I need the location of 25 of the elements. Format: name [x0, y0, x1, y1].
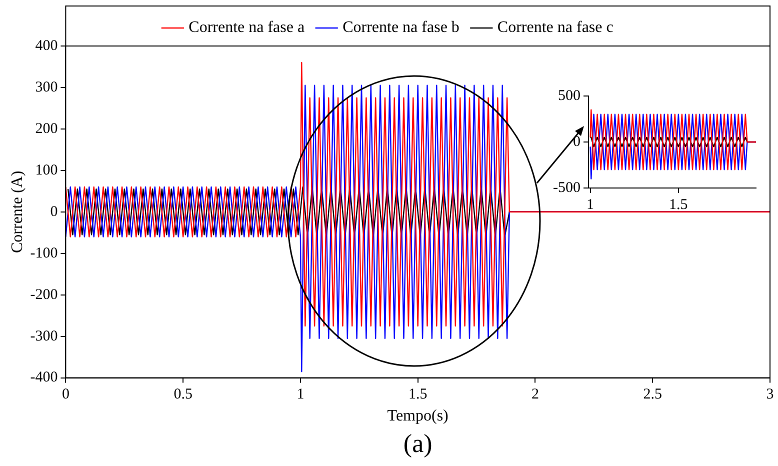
x-tick-label: 2.5 [643, 386, 662, 403]
legend-label: Corrente na fase a [188, 19, 305, 36]
x-tick-label: 0.5 [174, 386, 192, 403]
y-tick-label: 100 [35, 162, 58, 178]
x-tick-label: 1 [586, 196, 594, 213]
y-tick-label: -500 [552, 180, 580, 196]
y-tick-label: 200 [35, 120, 58, 137]
text: (a) [403, 428, 432, 458]
y-tick-label: -200 [30, 286, 58, 303]
y-axis-title: Corrente (A) [8, 170, 26, 253]
x-tick-label: 1.5 [408, 386, 428, 403]
y-tick-label: 300 [35, 79, 58, 96]
legend-label: Corrente na fase b [342, 19, 460, 36]
x-tick-label: 3 [766, 386, 774, 403]
legend-label: Corrente na fase c [497, 19, 614, 36]
x-tick-label: 0 [62, 386, 70, 403]
x-axis-title: Tempo(s) [387, 408, 448, 425]
x-tick-label: 1.5 [669, 196, 688, 213]
y-tick-label: -300 [30, 328, 58, 344]
x-tick-label: 1 [296, 386, 304, 403]
y-tick-label: 400 [35, 38, 58, 54]
x-tick-label: 2 [531, 386, 539, 403]
y-tick-label: 500 [558, 88, 580, 104]
y-tick-label: -100 [30, 245, 58, 262]
y-tick-label: -400 [30, 370, 58, 386]
